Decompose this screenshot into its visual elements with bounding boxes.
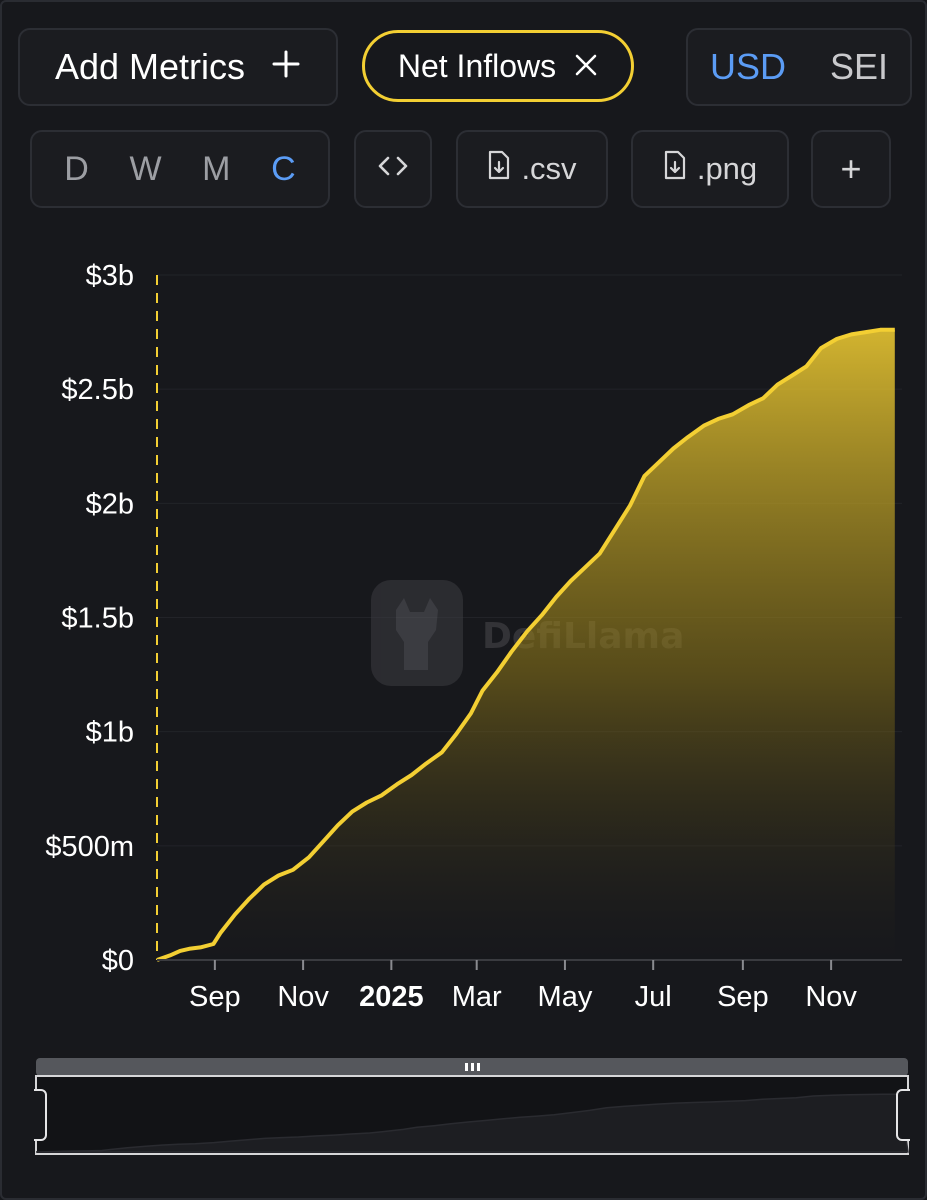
x-axis-ticks: Sep Nov 2025 Mar May Jul Sep Nov [189,960,857,1013]
llama-logo-icon [371,580,463,686]
csv-label: .csv [521,151,577,186]
add-chart-button[interactable]: + [811,130,891,208]
y-tick-label: $2b [86,488,134,520]
y-tick-label: $500m [45,831,134,863]
granularity-weekly[interactable]: W [129,149,162,188]
y-axis-ticks: $0 $500m $1b $1.5b $2b $2.5b $3b [45,260,134,977]
metric-chip-net-inflows[interactable]: Net Inflows [362,30,634,102]
png-label: .png [696,151,758,186]
add-metrics-button[interactable]: Add Metrics [18,28,338,106]
x-tick-label: Sep [717,981,769,1013]
x-tick-label: Nov [805,981,857,1013]
y-tick-label: $0 [102,945,134,977]
y-tick-label: $2.5b [61,374,134,406]
currency-option-sei[interactable]: SEI [829,46,889,87]
currency-option-usd[interactable]: USD [709,46,786,87]
range-slider-right-handle[interactable] [896,1089,910,1141]
embed-button[interactable] [354,130,432,208]
x-tick-label: May [538,981,593,1013]
net-inflows-chart: $0$500m$1b$1.5b$2b$2.5b$3b DefiLlama Sep… [45,260,902,1013]
range-slider[interactable] [34,1056,910,1156]
area-fill [157,329,895,960]
plus-icon [271,46,301,88]
add-chart-label: + [840,148,862,189]
download-csv-button[interactable]: .csv [456,130,608,208]
close-icon[interactable] [574,48,598,85]
granularity-cumulative[interactable]: C [271,149,296,188]
y-tick-label: $3b [86,260,134,292]
granularity-toggle: D W M C [30,130,330,208]
grip-icon [465,1063,480,1071]
range-slider-preview [35,1093,909,1153]
x-tick-label: Sep [189,981,241,1013]
granularity-monthly[interactable]: M [202,149,231,188]
add-metrics-label: Add Metrics [54,46,246,87]
file-download-icon [487,150,511,188]
x-tick-label: Jul [635,981,672,1013]
download-png-button[interactable]: .png [631,130,789,208]
x-tick-label: Nov [277,981,329,1013]
y-tick-label: $1b [86,717,134,749]
range-slider-left-handle[interactable] [34,1089,47,1141]
x-tick-label: Mar [452,981,502,1013]
x-tick-label: 2025 [359,981,424,1013]
metric-chip-label: Net Inflows [397,47,557,84]
granularity-daily[interactable]: D [64,149,89,188]
series-line-net-inflows [156,327,895,962]
code-icon [377,153,409,185]
file-download-icon [663,150,687,188]
y-tick-label: $1.5b [61,603,134,635]
currency-toggle: USD SEI [686,28,912,106]
